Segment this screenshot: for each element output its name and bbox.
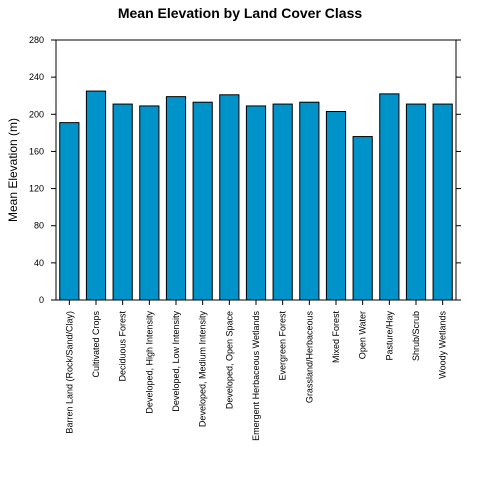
x-tick-label: Developed, High Intensity: [144, 311, 154, 414]
y-tick-label: 200: [29, 109, 44, 119]
chart-title: Mean Elevation by Land Cover Class: [118, 5, 363, 21]
bar: [139, 105, 160, 301]
x-tick-label: Emergent Herbaceous Wetlands: [251, 311, 261, 441]
y-tick-label: 80: [34, 221, 44, 231]
plot-area: 0 40 80 120 160 200 240 280 Barren Land (Rock/Sa…: [29, 35, 461, 441]
bar: [85, 90, 107, 301]
bar: [112, 103, 133, 301]
y-axis-title: Mean Elevation (m): [6, 118, 20, 222]
x-tick-label: Open Water: [358, 311, 368, 359]
bar: [325, 111, 347, 301]
bar: [245, 105, 267, 301]
y-tick-label: 0: [39, 295, 44, 305]
bar: [59, 122, 80, 301]
bar: [219, 94, 240, 301]
bar: [165, 96, 187, 301]
x-tick-label: Deciduous Forest: [118, 311, 128, 382]
bar: [432, 103, 453, 301]
x-tick-label: Evergreen Forest: [278, 311, 288, 381]
x-tick-label: Developed, Low Intensity: [171, 311, 181, 412]
bar: [192, 101, 213, 301]
y-tick-label: 280: [29, 35, 44, 45]
y-tick-label: 240: [29, 72, 44, 82]
x-tick-label: Developed, Medium Intensity: [198, 311, 208, 428]
bar: [352, 136, 373, 301]
x-tick-label: Shrub/Scrub: [411, 311, 421, 361]
bar: [272, 103, 293, 301]
y-tick-label: 160: [29, 146, 44, 156]
x-tick-label: Pasture/Hay: [384, 311, 394, 361]
bar: [379, 93, 400, 301]
x-tick-label: Developed, Open Space: [224, 311, 234, 409]
y-tick-label: 40: [34, 258, 44, 268]
x-tick-label: Cultivated Crops: [91, 311, 101, 378]
x-tick-label: Barren Land (Rock/Sand/Clay): [64, 311, 74, 434]
x-tick-label: Mixed Forest: [331, 311, 341, 364]
x-tick-label: Woody Wetlands: [438, 311, 448, 379]
bar: [299, 101, 320, 301]
bar: [405, 103, 427, 301]
y-tick-label: 120: [29, 184, 44, 194]
x-tick-label: Grassland/Herbaceous: [304, 311, 314, 404]
